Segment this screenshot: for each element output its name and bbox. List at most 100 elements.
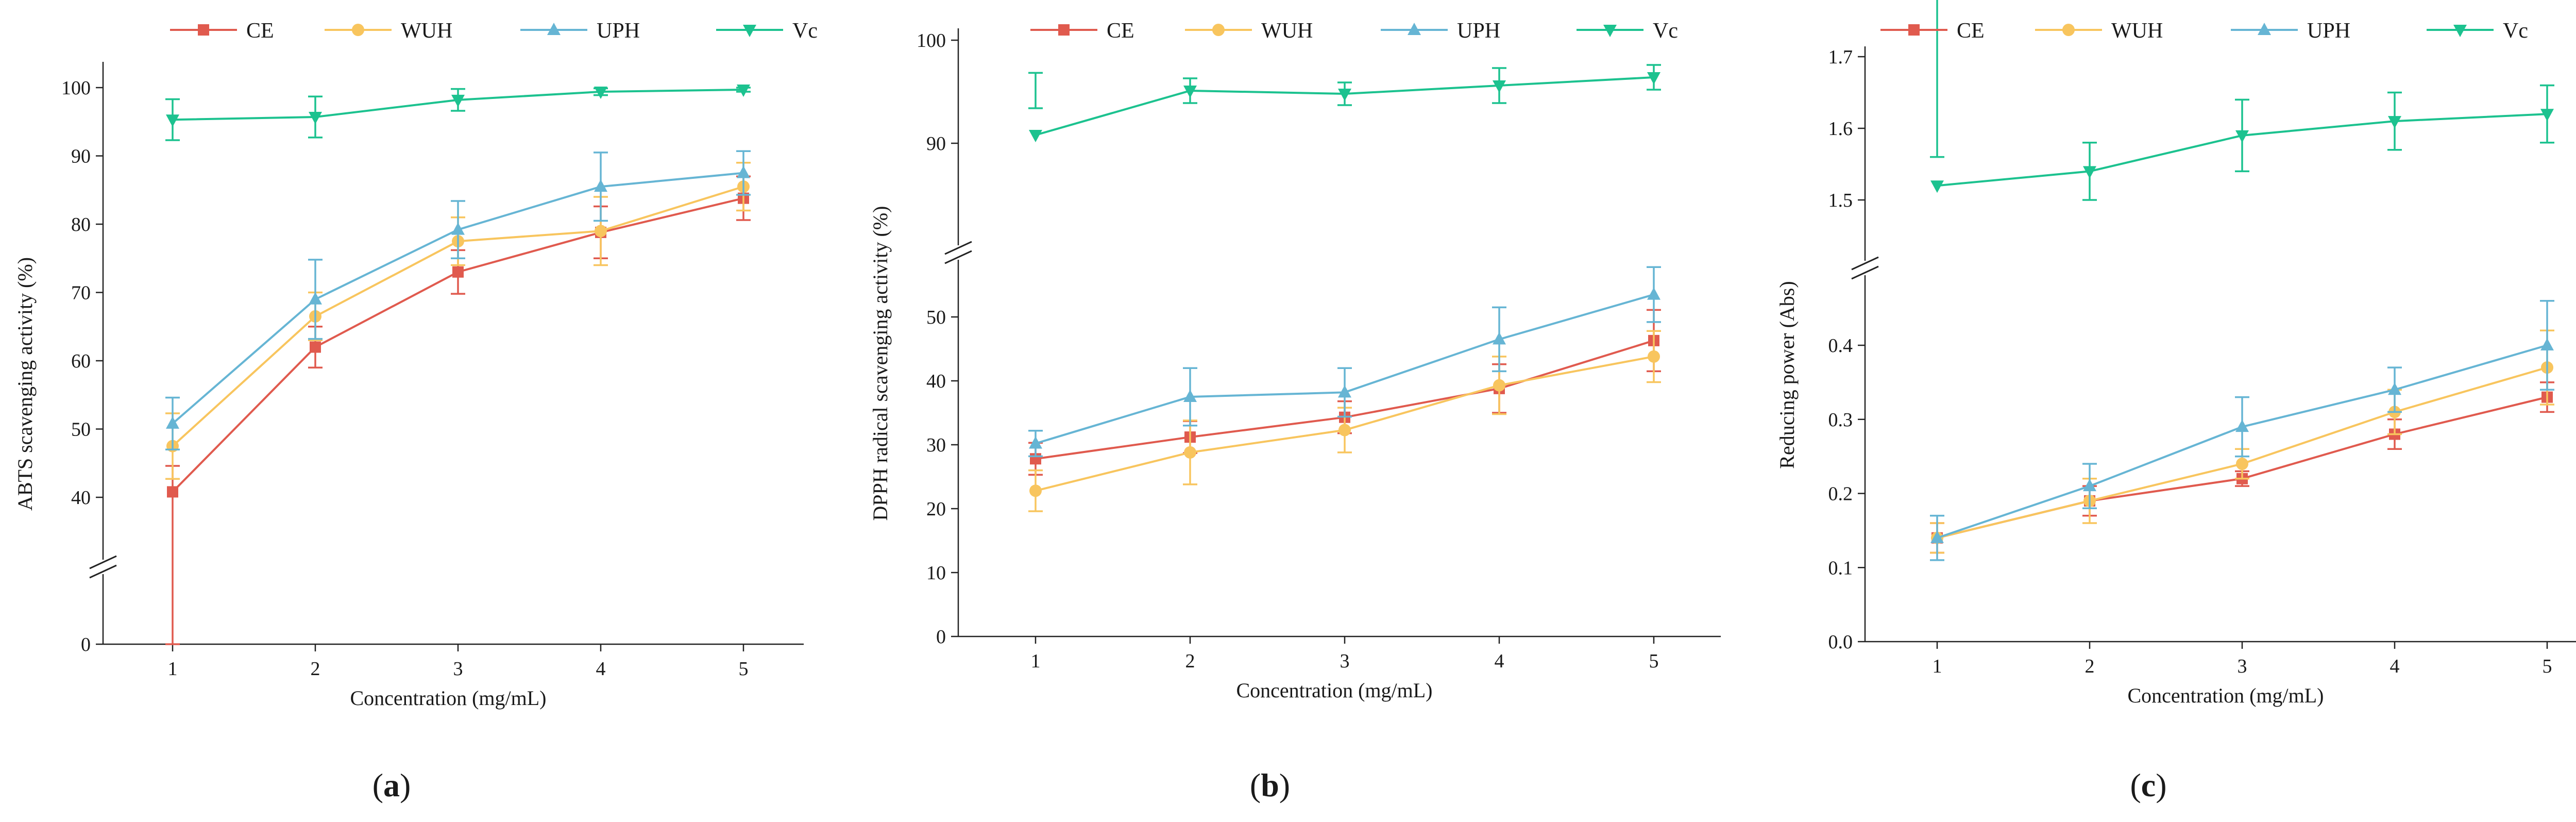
legend-marker xyxy=(198,24,209,36)
legend-label: CE xyxy=(1957,19,1985,43)
data-point xyxy=(167,486,178,498)
legend-label: WUH xyxy=(1261,19,1313,43)
data-point xyxy=(309,111,322,124)
series-uph xyxy=(1028,266,1661,458)
data-point xyxy=(166,416,179,429)
data-point xyxy=(1184,446,1196,459)
y-axis-label: Reducing power (Abs) xyxy=(1775,281,1799,468)
y-tick-label: 0.2 xyxy=(1828,483,1853,505)
y-tick-label: 100 xyxy=(61,77,91,99)
y-tick-label: 70 xyxy=(71,282,91,304)
axis-break-mark-1 xyxy=(89,555,117,569)
y-tick-label: 1.6 xyxy=(1828,118,1853,140)
data-point xyxy=(2083,166,2096,179)
y-tick-label: 10 xyxy=(926,562,946,584)
axis-break-mark-2 xyxy=(944,250,972,264)
legend-marker xyxy=(2062,24,2075,36)
y-tick-label: 1.7 xyxy=(1828,46,1853,68)
legend-marker xyxy=(2258,23,2271,35)
y-axis-label: DPPH radical scavenging activity (%) xyxy=(869,206,892,521)
x-tick-label: 1 xyxy=(1031,650,1041,672)
data-point xyxy=(452,266,464,278)
series-wuh xyxy=(1028,330,1661,512)
legend: CE WUH UPH Vc xyxy=(170,19,818,43)
data-point xyxy=(1338,89,1351,101)
data-point xyxy=(2540,338,2554,350)
x-tick-label: 3 xyxy=(453,658,463,680)
legend-marker xyxy=(1058,24,1070,36)
legend-label: WUH xyxy=(401,19,452,43)
y-tick-label: 30 xyxy=(926,434,946,456)
x-axis-label: Concentration (mg/mL) xyxy=(350,686,546,710)
legend-marker xyxy=(1408,23,1421,35)
data-point xyxy=(1493,379,1505,392)
y-tick-label: 20 xyxy=(926,498,946,520)
data-point xyxy=(2235,420,2249,432)
x-tick-label: 5 xyxy=(1649,650,1659,672)
data-point xyxy=(1183,86,1197,98)
data-point xyxy=(2388,116,2401,129)
y-tick-label: 50 xyxy=(71,419,91,441)
data-point xyxy=(2388,382,2401,395)
x-tick-label: 4 xyxy=(2390,656,2400,677)
y-tick-label: 1.5 xyxy=(1828,190,1853,211)
legend-marker xyxy=(1603,25,1617,37)
data-point xyxy=(1493,332,1506,345)
y-tick-label: 0.3 xyxy=(1828,409,1853,431)
chart-panel-a: 0 40 50 60 70 80 90 100 1 2 3 4 5 Concentration (mg/m… xyxy=(13,19,818,803)
legend-marker xyxy=(1908,24,1920,36)
y-tick-label: 90 xyxy=(71,146,91,167)
data-point xyxy=(1493,80,1506,93)
legend-label: UPH xyxy=(597,19,640,43)
x-tick-label: 2 xyxy=(311,658,320,680)
y-tick-label: 0.1 xyxy=(1828,557,1853,579)
legend-label: CE xyxy=(1107,19,1134,43)
x-tick-label: 3 xyxy=(1340,650,1350,672)
y-tick-label: 0.4 xyxy=(1828,335,1853,357)
chart-panel-b: 0 10 20 30 40 50 90 100 1 2 3 4 5 Concentration (mg/m… xyxy=(869,19,1721,803)
y-tick-label: 40 xyxy=(926,371,946,392)
y-tick-label: 100 xyxy=(917,30,946,52)
axis-break-mark-1 xyxy=(1851,256,1879,271)
y-tick-label: 40 xyxy=(71,487,91,509)
data-point xyxy=(2236,458,2248,470)
data-point xyxy=(1183,390,1197,402)
panel-label: (c) xyxy=(2130,767,2166,803)
legend-label: Vc xyxy=(792,19,818,43)
data-point xyxy=(2540,109,2554,122)
data-point xyxy=(1338,424,1351,437)
data-point xyxy=(1029,484,1042,497)
legend: CE WUH UPH Vc xyxy=(1030,19,1678,43)
series-vc xyxy=(1028,64,1661,142)
data-point xyxy=(1029,130,1042,142)
y-tick-label: 60 xyxy=(71,350,91,372)
legend-label: Vc xyxy=(1653,19,1678,43)
axis-break-mark-1 xyxy=(944,241,972,255)
x-tick-label: 1 xyxy=(168,658,178,680)
legend-marker xyxy=(352,24,364,36)
series-vc xyxy=(1930,0,2554,201)
data-point xyxy=(1029,436,1042,449)
data-point xyxy=(451,222,465,235)
data-point xyxy=(451,94,465,107)
legend-marker xyxy=(743,25,756,37)
data-point xyxy=(737,165,750,178)
series-vc xyxy=(165,84,751,141)
y-tick-label: 0 xyxy=(81,634,91,656)
data-point xyxy=(1338,385,1351,398)
legend-label: UPH xyxy=(2307,19,2350,43)
data-point xyxy=(1930,180,1944,193)
legend-label: WUH xyxy=(2111,19,2163,43)
legend-label: UPH xyxy=(1457,19,1500,43)
axis-break-mark-2 xyxy=(89,564,117,579)
x-tick-label: 2 xyxy=(2085,656,2095,677)
legend: CE WUH UPH Vc xyxy=(1880,19,2528,43)
series-uph xyxy=(1930,300,2554,561)
y-tick-label: 0 xyxy=(936,626,946,648)
legend-marker xyxy=(1212,24,1225,36)
y-tick-label: 80 xyxy=(71,214,91,236)
legend-marker xyxy=(547,23,561,35)
legend-label: Vc xyxy=(2503,19,2528,43)
x-axis-label: Concentration (mg/mL) xyxy=(1236,679,1432,702)
